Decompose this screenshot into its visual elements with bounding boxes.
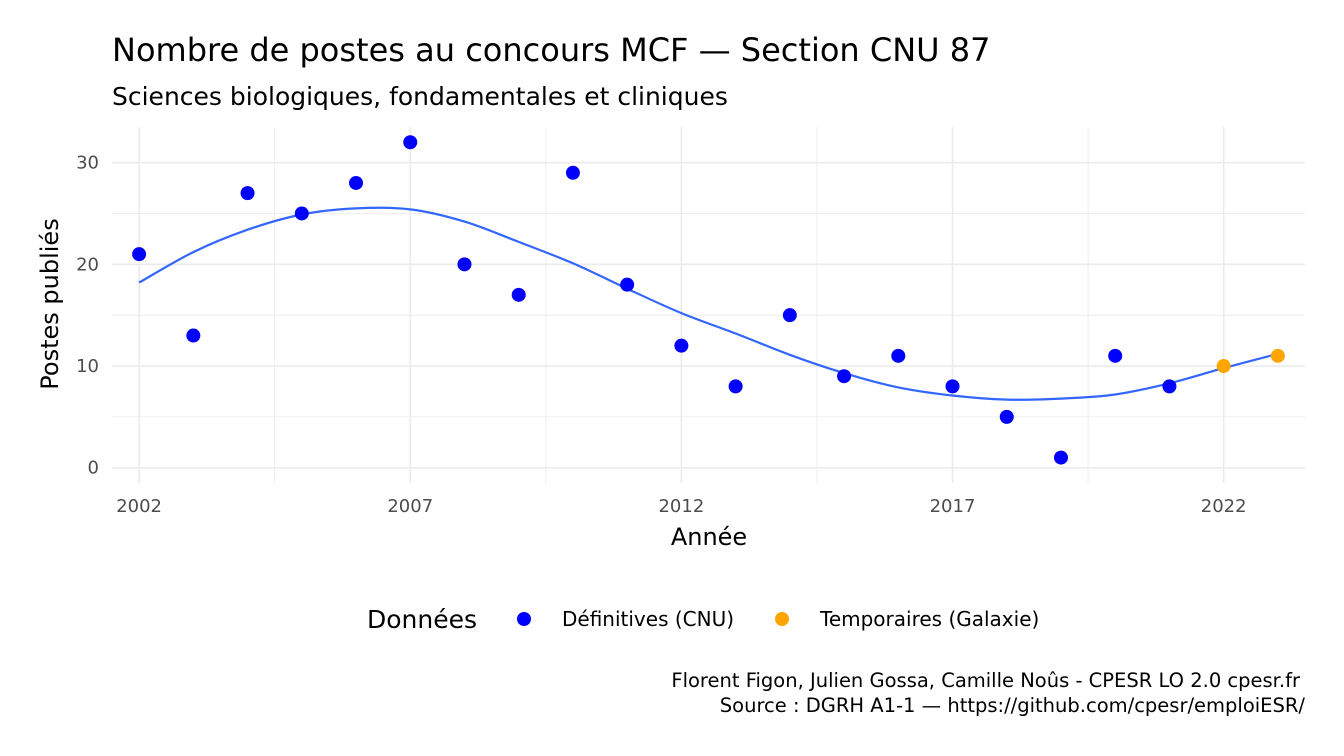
chart-title: Nombre de postes au concours MCF — Secti…: [112, 31, 990, 69]
data-point-definitives: [403, 135, 418, 150]
chart-subtitle: Sciences biologiques, fondamentales et c…: [112, 82, 728, 111]
data-point-definitives: [674, 338, 689, 353]
data-point-temporaires: [1216, 359, 1231, 374]
grid: [112, 127, 1305, 483]
y-tick-labels: 0 10 20 30: [76, 153, 99, 479]
x-tick-label: 2007: [387, 496, 433, 517]
data-point-definitives: [837, 369, 852, 384]
x-tick-label: 2012: [658, 496, 704, 517]
data-point-definitives: [999, 409, 1014, 424]
trend-line-group: [138, 206, 1279, 401]
y-tick-label: 10: [76, 356, 99, 377]
y-tick-label: 30: [76, 153, 99, 174]
data-point-definitives: [728, 379, 743, 394]
x-axis-title: Année: [671, 523, 747, 551]
y-tick-label: 0: [88, 458, 99, 479]
data-point-definitives: [565, 165, 580, 180]
data-point-definitives: [620, 277, 635, 292]
data-points: [132, 135, 1285, 465]
data-point-definitives: [891, 348, 906, 363]
x-tick-label: 2022: [1201, 496, 1247, 517]
legend-marker-temporaires: [775, 612, 789, 626]
legend-label-definitives: Définitives (CNU): [562, 607, 734, 631]
trend-line: [138, 206, 1279, 401]
y-axis-title: Postes publiés: [36, 218, 64, 389]
legend-label-temporaires: Temporaires (Galaxie): [819, 607, 1039, 631]
data-point-definitives: [782, 308, 797, 323]
data-point-temporaires: [1270, 348, 1285, 363]
legend-title: Données: [367, 605, 477, 634]
x-tick-labels: 2002 2007 2012 2017 2022: [116, 496, 1246, 517]
data-point-definitives: [1053, 450, 1068, 465]
data-point-definitives: [1108, 348, 1123, 363]
legend-marker-definitives: [517, 612, 531, 626]
x-tick-label: 2017: [930, 496, 976, 517]
y-tick-label: 20: [76, 254, 99, 275]
data-point-definitives: [349, 175, 364, 190]
data-point-definitives: [186, 328, 201, 343]
data-point-definitives: [1162, 379, 1177, 394]
data-point-definitives: [294, 206, 309, 221]
data-point-definitives: [132, 247, 147, 262]
caption-authors: Florent Figon, Julien Gossa, Camille Noû…: [671, 669, 1301, 692]
data-point-definitives: [945, 379, 960, 394]
caption-source: Source : DGRH A1-1 — https://github.com/…: [720, 694, 1306, 717]
data-point-definitives: [511, 287, 526, 302]
x-tick-label: 2002: [116, 496, 162, 517]
legend: Données Définitives (CNU) Temporaires (G…: [367, 605, 1039, 634]
data-point-definitives: [457, 257, 472, 272]
data-point-definitives: [240, 186, 255, 201]
